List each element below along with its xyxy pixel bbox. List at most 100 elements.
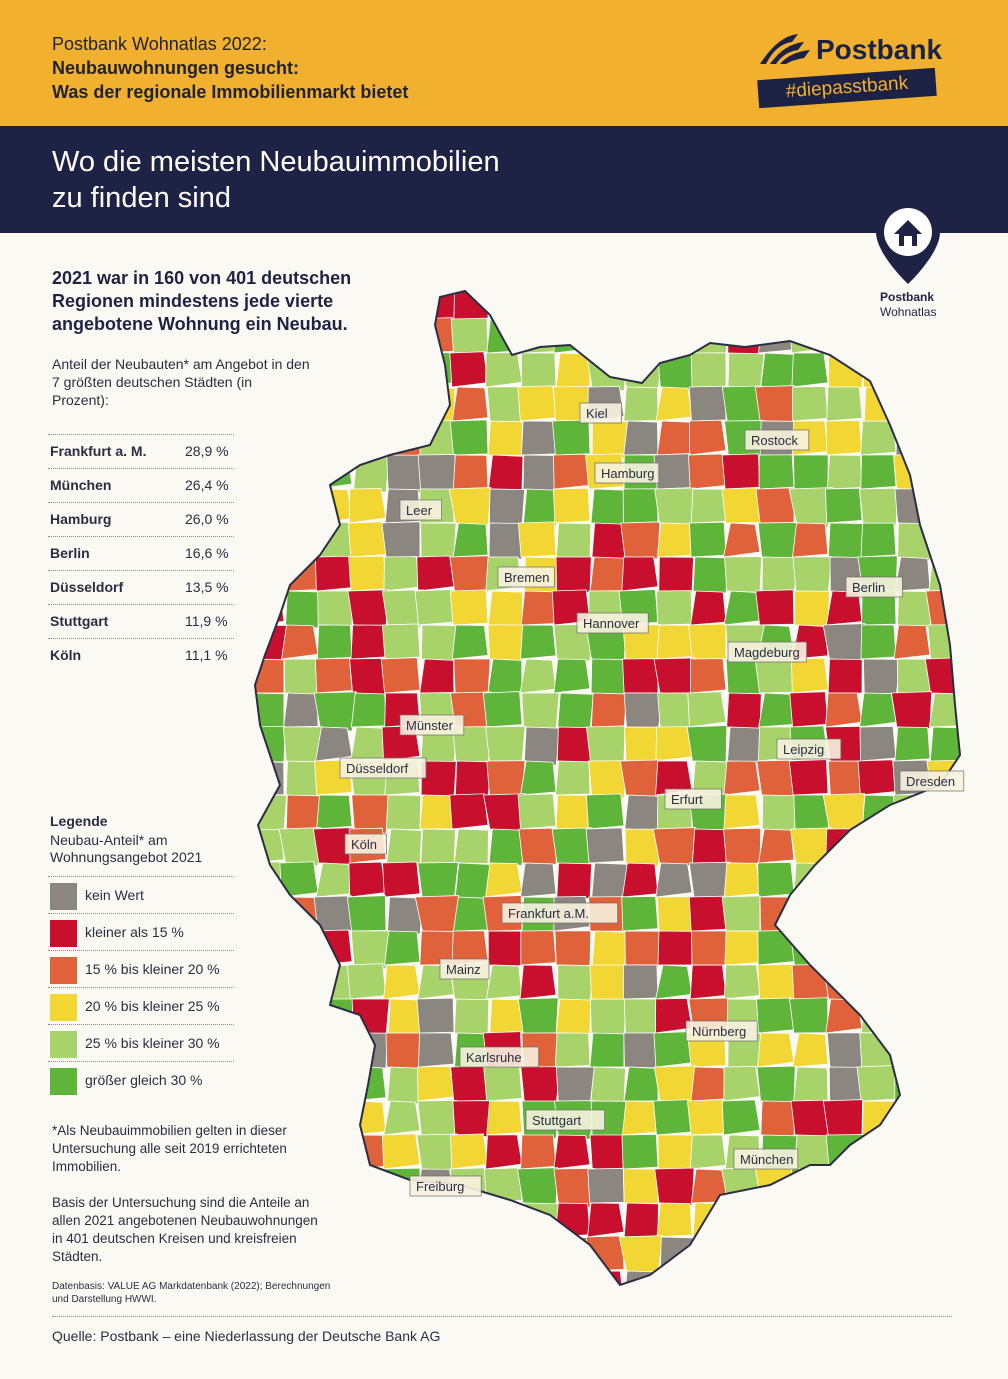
map-region — [555, 556, 592, 593]
header-pretitle: Postbank Wohnatlas 2022: — [52, 34, 267, 54]
legend-item: 15 % bis kleiner 20 % — [48, 950, 234, 987]
table-row: Frankfurt a. M. 28,9 % — [48, 434, 234, 468]
map-region — [621, 895, 659, 932]
map-region — [964, 285, 970, 319]
map-region — [386, 352, 422, 389]
map-region — [790, 827, 833, 868]
header-headline-2: Was der regionale Immobilienmarkt bietet — [52, 82, 409, 102]
map-region — [857, 759, 897, 796]
map-region — [448, 487, 492, 527]
map-region — [690, 1270, 727, 1285]
map-region — [964, 1033, 970, 1068]
map-region — [791, 1270, 829, 1285]
map-region — [624, 794, 661, 832]
map-region — [860, 862, 897, 898]
city-label-text: Hannover — [583, 616, 640, 631]
map-region — [486, 1202, 523, 1238]
table-row: München 26,4 % — [48, 468, 234, 502]
legend-item: 25 % bis kleiner 30 % — [48, 1024, 234, 1061]
city-label-text: Dresden — [906, 774, 955, 789]
map-region — [757, 522, 798, 561]
legend-swatch — [50, 1031, 77, 1058]
map-region — [656, 318, 693, 354]
map-region — [485, 862, 523, 898]
map-region — [924, 657, 960, 695]
brand-name: Postbank — [816, 34, 943, 65]
map-region — [893, 793, 931, 830]
city-label: Karlsruhe — [459, 1046, 539, 1068]
map-region — [823, 1235, 863, 1272]
map-region — [689, 1134, 727, 1170]
map-region — [724, 930, 761, 966]
map-region — [519, 658, 557, 694]
map-region — [315, 317, 356, 357]
map-region — [312, 351, 355, 390]
map-region — [927, 963, 960, 1000]
map-region — [452, 454, 489, 490]
map-region — [485, 725, 526, 765]
map-region — [313, 929, 353, 966]
legend-swatch — [50, 883, 77, 910]
map-region — [488, 828, 525, 866]
map-region — [859, 725, 897, 762]
map-region — [822, 793, 866, 833]
map-region — [688, 623, 727, 660]
map-region — [757, 963, 795, 1000]
map-region — [386, 828, 422, 865]
city-label: Nürnberg — [685, 1020, 758, 1042]
map-region — [585, 827, 625, 864]
map-region — [348, 861, 387, 898]
city-label: Freiburg — [409, 1175, 482, 1197]
map-region — [688, 895, 727, 932]
map-region — [282, 1202, 319, 1238]
city-label: Köln — [344, 833, 387, 855]
map-region — [928, 291, 960, 320]
map-region — [825, 487, 863, 524]
postbank-logo: Postbank #diepasstbank — [757, 30, 948, 110]
map-region — [587, 1202, 625, 1238]
map-region — [383, 1202, 421, 1238]
map-region — [623, 1066, 659, 1102]
map-region — [349, 1100, 387, 1136]
city-label: Frankfurt a.M. — [501, 902, 618, 924]
map-region — [452, 522, 489, 558]
city-name: Düsseldorf — [50, 579, 124, 595]
map-region — [857, 1167, 897, 1204]
map-region — [255, 419, 285, 456]
map-region — [350, 386, 387, 422]
map-region — [925, 351, 960, 388]
map-region — [282, 1236, 319, 1272]
map-region — [723, 862, 761, 898]
map-region — [255, 453, 285, 490]
map-region — [523, 488, 560, 527]
source-text: Quelle: Postbank – eine Niederlassung de… — [52, 1328, 441, 1344]
map-region — [486, 1100, 523, 1136]
table-row: Düsseldorf 13,5 % — [48, 570, 234, 604]
map-region — [824, 1201, 868, 1243]
map-region — [317, 590, 353, 626]
map-region — [517, 997, 559, 1036]
map-region — [523, 726, 562, 767]
city-label: Mainz — [439, 958, 490, 980]
map-region — [792, 1236, 829, 1272]
map-region — [350, 726, 387, 762]
map-region — [964, 387, 970, 422]
map-region — [723, 964, 761, 1000]
map-region — [553, 1134, 591, 1170]
city-label-text: Düsseldorf — [346, 761, 409, 776]
map-region — [653, 1269, 693, 1285]
map-region — [965, 863, 970, 898]
map-region — [657, 1134, 694, 1171]
map-region — [381, 623, 421, 660]
map-region — [454, 760, 492, 799]
map-region — [255, 318, 285, 354]
map-region — [791, 352, 829, 388]
city-label-text: Magdeburg — [734, 645, 800, 660]
map-region — [827, 522, 863, 558]
city-label: Münster — [399, 714, 465, 736]
map-region — [280, 317, 321, 356]
map-region — [965, 353, 970, 389]
map-region — [451, 624, 489, 660]
map-region — [589, 556, 625, 592]
map-region — [557, 1270, 595, 1285]
